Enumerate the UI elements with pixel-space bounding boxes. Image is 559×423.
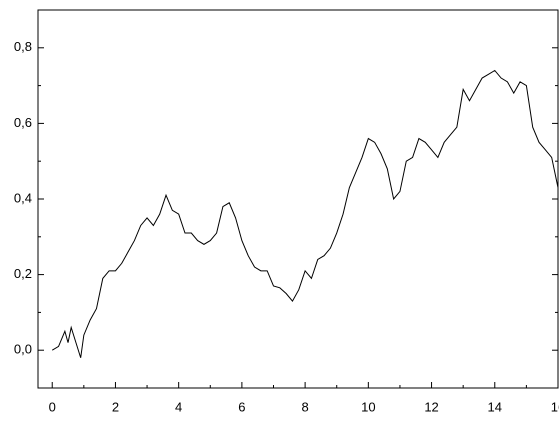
x-tick-label: 16 (551, 399, 559, 414)
y-tick-label: 0,4 (14, 190, 32, 205)
y-tick-label: 0,0 (14, 342, 32, 357)
x-tick-label: 4 (175, 399, 182, 414)
x-tick-label: 12 (424, 399, 438, 414)
x-tick-label: 6 (238, 399, 245, 414)
y-tick-label: 0,6 (14, 115, 32, 130)
x-tick-label: 0 (49, 399, 56, 414)
x-tick-label: 14 (488, 399, 502, 414)
y-tick-label: 0,2 (14, 266, 32, 281)
x-tick-label: 8 (301, 399, 308, 414)
y-tick-label: 0,8 (14, 39, 32, 54)
data-line (51, 69, 559, 358)
x-tick-label: 2 (112, 399, 119, 414)
x-tick-label: 10 (361, 399, 375, 414)
plot-frame (37, 9, 559, 389)
